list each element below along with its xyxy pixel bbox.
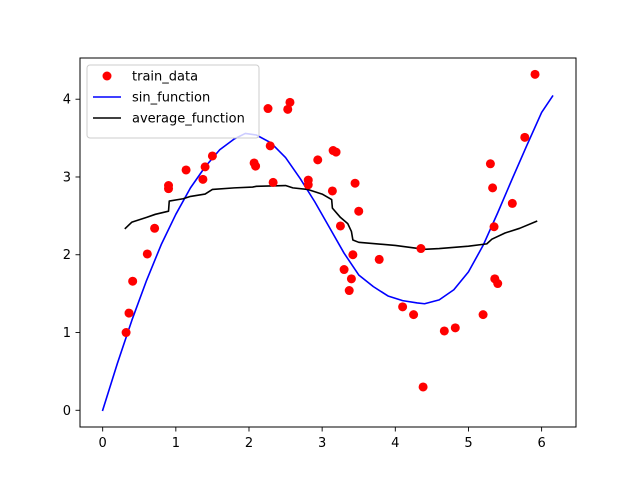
data-point-train-data-1 [124,308,134,318]
series-line-average-function [124,184,538,251]
x-tick-label: 0 [99,436,107,451]
data-point-train-data-39 [485,159,495,169]
data-point-train-data-10 [207,151,217,161]
data-point-train-data-2 [128,276,138,286]
data-point-train-data-40 [488,183,498,193]
data-point-train-data-21 [327,186,337,196]
data-point-train-data-15 [268,177,278,187]
y-tick-label: 2 [63,248,71,263]
data-point-train-data-44 [507,198,517,208]
x-tick-label: 5 [464,436,472,451]
x-tick-label: 6 [537,436,545,451]
data-point-train-data-25 [339,265,349,275]
data-point-train-data-35 [418,382,428,392]
data-point-train-data-28 [348,250,358,260]
data-point-train-data-30 [354,206,364,216]
y-tick-label: 1 [63,326,71,341]
data-point-train-data-43 [493,279,503,289]
data-point-train-data-41 [489,222,499,232]
axes-frame [79,57,577,428]
data-point-train-data-9 [200,162,210,172]
plot-area [101,69,554,412]
legend-box [86,64,260,139]
data-point-train-data-20 [313,155,323,165]
x-tick-label: 3 [318,436,326,451]
data-point-train-data-6 [164,181,174,191]
data-point-train-data-24 [335,221,345,231]
y-axis: 0 1 2 3 4 [63,93,80,419]
legend-label-train-data: train_data [132,70,198,85]
data-point-train-data-0 [121,328,131,338]
data-point-train-data-12 [251,161,261,171]
data-point-train-data-4 [150,223,160,233]
y-tick-label: 4 [63,93,71,108]
x-tick-label: 2 [245,436,253,451]
data-point-train-data-46 [530,69,540,79]
data-point-train-data-29 [350,178,360,188]
data-point-train-data-14 [265,141,275,151]
data-point-train-data-32 [398,302,408,312]
legend-label-sin-function: sin_function [132,91,210,106]
data-point-train-data-23 [331,147,341,157]
data-point-train-data-19 [303,175,313,185]
data-point-train-data-33 [409,310,419,320]
x-tick-label: 4 [391,436,399,451]
data-point-train-data-8 [198,174,208,184]
legend-label-average-function: average_function [132,112,245,127]
data-point-train-data-17 [285,97,295,107]
legend: train_data sin_function average_function [86,64,260,139]
series-line-sin-function [101,94,554,412]
legend-marker-train-data [102,71,112,81]
data-point-train-data-13 [263,104,273,114]
data-point-train-data-38 [478,310,488,320]
data-point-train-data-26 [344,286,354,296]
data-point-train-data-3 [142,249,152,259]
data-point-train-data-31 [374,254,384,264]
data-point-train-data-45 [520,132,530,142]
x-tick-label: 1 [172,436,180,451]
x-axis: 0 1 2 3 4 5 6 [99,427,546,451]
data-point-train-data-16 [283,104,293,114]
data-point-train-data-7 [181,165,191,175]
data-point-train-data-36 [439,326,449,336]
data-point-train-data-37 [450,323,460,333]
y-tick-label: 0 [63,404,71,419]
data-point-train-data-27 [346,274,356,284]
data-point-train-data-34 [416,244,426,254]
y-tick-label: 3 [63,170,71,185]
